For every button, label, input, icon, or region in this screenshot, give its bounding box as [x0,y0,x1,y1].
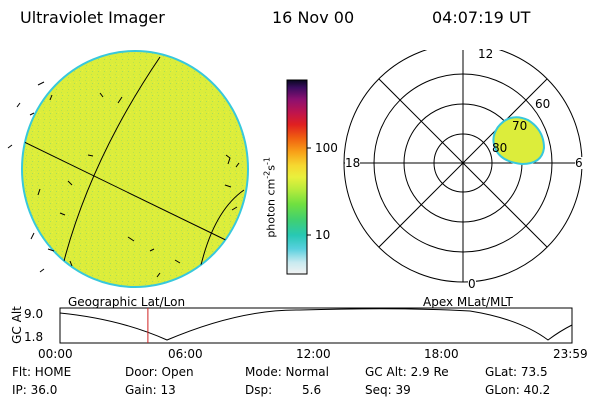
mlt-label-6: 6 [575,156,583,170]
latitude-line [22,139,237,246]
flt-status: Flt: HOME [12,365,72,379]
lat-label-70: 70 [512,119,528,133]
intensity-colorbar [286,79,311,275]
lat-label-60: 60 [535,97,551,111]
mode-status: Mode: Normal [245,365,329,379]
apex-label: Apex MLat/MLT [423,295,513,309]
altitude-plot [59,307,573,344]
auroral-region [492,116,546,166]
glat-status: GLat: 73.5 [485,365,548,379]
mlt-label-0: 0 [468,277,476,291]
colorbar-tick-10: 10 [315,228,331,242]
colorbar-unit-label: photon cm-2s-1 [262,157,278,238]
gc-alt-status: GC Alt: 2.9 Re [365,365,449,379]
altitude-curve [59,308,573,341]
dsp-value: 5.6 [302,383,322,397]
uv-disk [21,50,249,288]
x-tick-1800: 18:00 [424,347,459,361]
gain-status: Gain: 13 [125,383,176,397]
x-tick-0600: 06:00 [168,347,203,361]
ip-status: IP: 36.0 [12,383,58,397]
lat-label-80: 80 [492,141,508,155]
polar-mlat-mlt-plot [343,50,583,283]
door-status: Door: Open [125,365,194,379]
geographic-label: Geographic Lat/Lon [68,295,186,309]
app-title: Ultraviolet Imager [20,8,165,27]
x-tick-2359: 23:59 [553,347,588,361]
altitude-y-low: 1.8 [24,330,44,344]
colorbar-tick-100: 100 [315,141,338,155]
earth-disk-image [7,50,249,288]
date-label: 16 Nov 00 [272,8,355,27]
time-label: 04:07:19 UT [432,8,531,27]
coastline-outline [7,81,240,278]
mlt-label-18: 18 [345,156,361,170]
dsp-label: Dsp: [245,383,273,397]
x-tick-0000: 00:00 [38,347,73,361]
mlt-label-12: 12 [478,47,494,61]
seq-status: Seq: 39 [365,383,411,397]
altitude-y-high: 9.0 [24,307,44,321]
x-tick-1200: 12:00 [296,347,331,361]
glon-status: GLon: 40.2 [485,383,551,397]
